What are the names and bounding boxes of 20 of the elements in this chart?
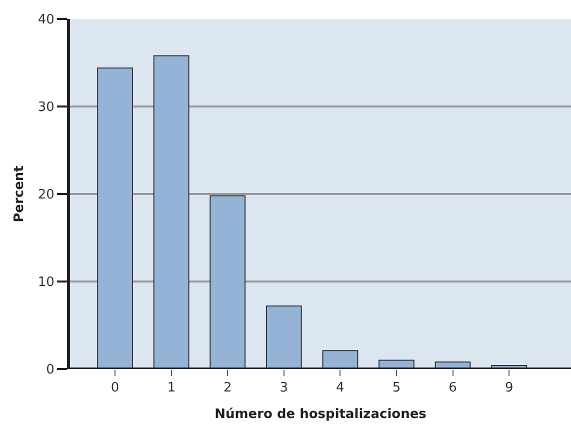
bar bbox=[97, 68, 133, 369]
y-tick-label: 40 bbox=[38, 12, 54, 28]
x-tick-label: 4 bbox=[336, 380, 344, 396]
x-tick-label: 0 bbox=[110, 380, 120, 396]
y-tick-label: 30 bbox=[38, 100, 54, 116]
bar bbox=[153, 55, 190, 369]
bar bbox=[322, 350, 358, 369]
bar bbox=[210, 195, 246, 369]
x-tick-label: 9 bbox=[504, 380, 514, 396]
y-tick-label: 0 bbox=[46, 362, 54, 378]
y-tick-label: 10 bbox=[38, 275, 54, 290]
x-tick-label: 2 bbox=[223, 380, 232, 396]
x-axis-title: Número de hospitalizaciones bbox=[214, 407, 427, 422]
x-tick-label: 3 bbox=[280, 380, 288, 396]
x-tick-label: 5 bbox=[392, 380, 401, 396]
y-tick-label: 20 bbox=[38, 188, 54, 203]
x-tick-label: 1 bbox=[167, 380, 176, 396]
x-tick-label: 6 bbox=[448, 380, 457, 396]
y-axis-title: Percent bbox=[12, 166, 27, 222]
bar bbox=[266, 306, 302, 369]
